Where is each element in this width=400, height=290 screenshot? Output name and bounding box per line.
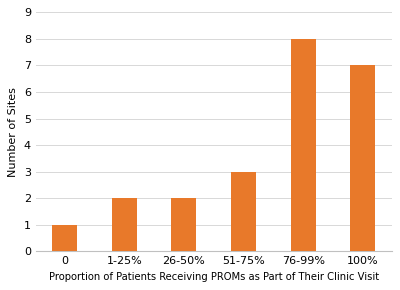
Bar xyxy=(350,66,376,251)
Bar xyxy=(172,198,196,251)
Bar xyxy=(52,225,77,251)
Bar xyxy=(291,39,316,251)
Bar xyxy=(112,198,137,251)
Y-axis label: Number of Sites: Number of Sites xyxy=(8,87,18,177)
Bar xyxy=(231,172,256,251)
X-axis label: Proportion of Patients Receiving PROMs as Part of Their Clinic Visit: Proportion of Patients Receiving PROMs a… xyxy=(49,272,379,282)
